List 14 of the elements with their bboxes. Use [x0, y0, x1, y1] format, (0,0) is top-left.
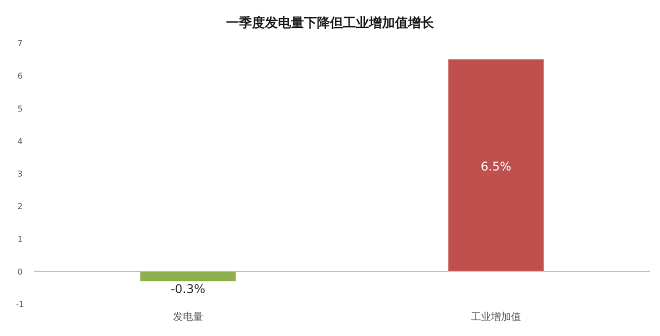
- data-label: -0.3%: [170, 282, 206, 296]
- y-tick-label: 5: [17, 104, 23, 114]
- y-tick-label: 6: [17, 72, 23, 81]
- y-tick-label: 1: [17, 234, 23, 244]
- chart-title: 一季度发电量下降但工业增加值增长: [226, 15, 435, 31]
- x-tick-label: 发电量: [173, 311, 203, 323]
- y-tick-label: 7: [17, 39, 23, 48]
- y-tick-label: 4: [17, 136, 23, 146]
- x-tick-label: 工业增加值: [471, 311, 521, 323]
- y-tick-label: 3: [17, 170, 23, 178]
- data-label: 6.5%: [480, 159, 512, 174]
- y-tick-label: 0: [17, 267, 23, 276]
- y-tick-label: -1: [16, 300, 24, 309]
- y-tick-label: 2: [17, 202, 23, 212]
